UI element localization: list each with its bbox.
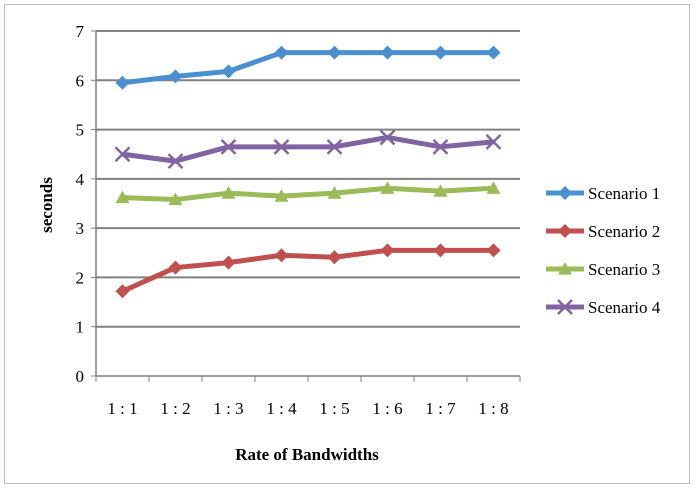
y-tick-label: 4 [76, 170, 85, 189]
legend-label: Scenario 3 [588, 260, 660, 279]
data-point-marker [433, 45, 448, 60]
y-tick-label: 5 [76, 121, 85, 140]
series-line [122, 134, 494, 164]
x-tick-label: 1 : 2 [160, 399, 190, 418]
data-point-marker [115, 75, 130, 90]
legend-label: Scenario 4 [588, 298, 661, 317]
data-point-marker [327, 186, 342, 199]
x-tick-label: 1 : 8 [478, 399, 508, 418]
data-point-marker [558, 262, 572, 275]
data-point-marker [433, 184, 448, 197]
series-line [122, 185, 494, 203]
legend-entry: Scenario 4 [546, 298, 661, 317]
data-point-marker [273, 138, 290, 155]
data-point-marker [379, 129, 396, 146]
data-point-marker [115, 284, 130, 299]
data-point-marker [168, 260, 183, 275]
data-point-marker [486, 181, 501, 194]
series-group [114, 45, 502, 299]
data-point-marker [221, 186, 236, 199]
series-3 [115, 181, 501, 206]
y-tick-labels: 0 1 2 3 4 5 6 7 [76, 22, 85, 386]
data-point-marker [274, 189, 289, 202]
y-axis-title: seconds [37, 177, 56, 233]
legend-entry: Scenario 1 [546, 184, 660, 203]
data-point-marker [557, 299, 573, 315]
axes [91, 30, 521, 382]
data-point-marker [558, 186, 572, 200]
data-point-marker [380, 45, 395, 60]
x-tick-label: 1 : 7 [425, 399, 456, 418]
data-point-marker [326, 138, 343, 155]
data-point-marker [380, 243, 395, 258]
y-tick-label: 2 [76, 268, 85, 287]
data-point-marker [274, 248, 289, 263]
data-point-marker [168, 69, 183, 84]
series-4 [114, 129, 502, 169]
data-point-marker [168, 192, 183, 206]
data-point-marker [327, 250, 342, 265]
y-tick-label: 3 [76, 219, 85, 238]
data-point-marker [327, 45, 342, 60]
data-point-marker [274, 45, 289, 60]
y-tick-label: 1 [76, 318, 85, 337]
series-line [121, 247, 494, 294]
x-tick-labels: 1 : 1 1 : 2 1 : 3 1 : 4 1 : 5 1 : 6 1 : 7 1 : 8 [107, 399, 508, 418]
data-point-marker [433, 243, 448, 258]
x-tick-label: 1 : 4 [266, 399, 297, 418]
legend-entry: Scenario 3 [546, 260, 660, 279]
x-axis-title: Rate of Bandwidths [235, 445, 379, 464]
y-tick-label: 7 [76, 22, 85, 41]
legend: Scenario 1 Scenario 2 Scenario 3 Scenario 4 [546, 184, 661, 317]
data-point-marker [486, 243, 501, 258]
y-tick-label: 6 [76, 71, 85, 90]
data-point-marker [220, 138, 237, 155]
data-point-marker [221, 255, 236, 270]
data-point-marker [558, 224, 572, 238]
x-tick-label: 1 : 3 [213, 399, 243, 418]
x-tick-label: 1 : 5 [319, 399, 349, 418]
legend-label: Scenario 1 [588, 184, 660, 203]
data-point-marker [115, 190, 130, 204]
x-tick-label: 1 : 6 [372, 399, 402, 418]
x-tick-label: 1 : 1 [107, 399, 137, 418]
data-point-marker [221, 64, 236, 79]
data-point-marker [114, 146, 131, 163]
data-point-marker [486, 45, 501, 60]
data-point-marker [485, 134, 502, 150]
series-line [122, 50, 494, 86]
series-2 [115, 243, 501, 299]
series-1 [115, 45, 501, 90]
legend-entry: Scenario 2 [546, 222, 660, 241]
data-point-marker [380, 181, 395, 194]
y-tick-label: 0 [76, 367, 85, 386]
data-point-marker [432, 138, 449, 155]
data-point-marker [167, 153, 184, 169]
gridlines [96, 30, 520, 328]
legend-label: Scenario 2 [588, 222, 660, 241]
